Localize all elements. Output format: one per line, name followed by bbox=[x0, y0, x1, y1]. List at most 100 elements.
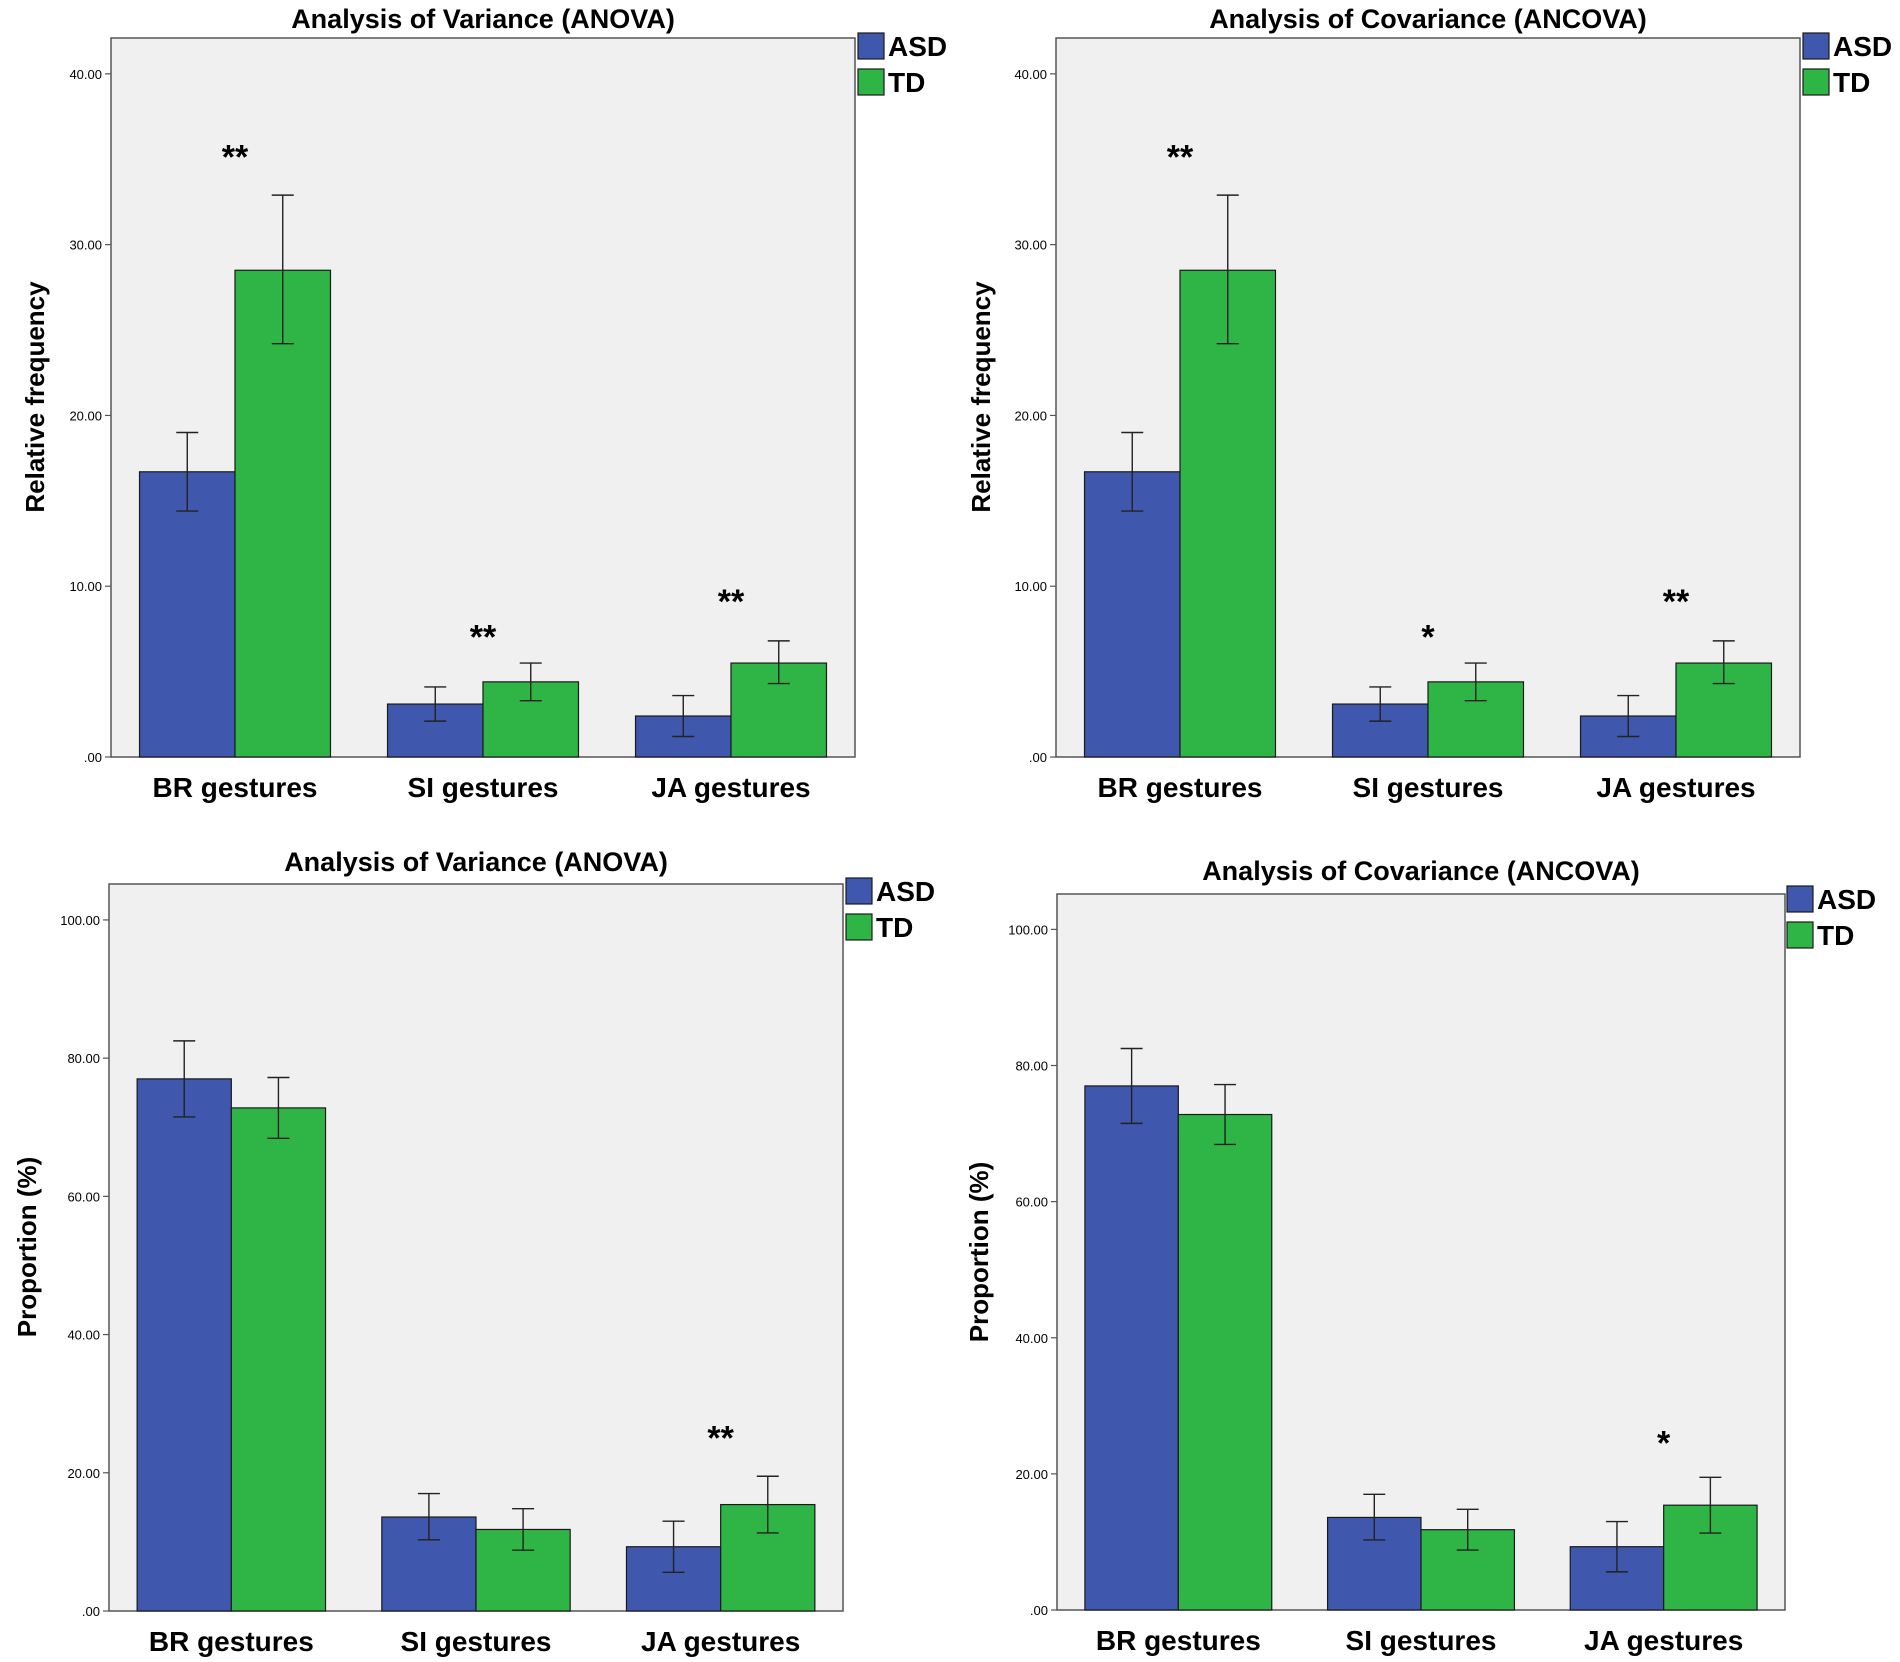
x-category-label: SI gestures bbox=[1346, 1625, 1497, 1656]
significance-mark: * bbox=[1421, 619, 1435, 657]
y-tick-label: 30.00 bbox=[69, 238, 102, 253]
significance-mark: ** bbox=[1663, 583, 1690, 621]
error-bar-td-3 bbox=[756, 1475, 779, 1534]
error-bar-asd-1 bbox=[1121, 431, 1144, 512]
error-bar-td-3 bbox=[1712, 640, 1735, 685]
error-bar-td-2 bbox=[512, 1508, 535, 1551]
y-tick-label: 30.00 bbox=[1014, 238, 1047, 253]
legend-swatch-td bbox=[857, 68, 885, 96]
bar-asd-1 bbox=[138, 471, 236, 758]
bar-asd-1 bbox=[1084, 1085, 1179, 1611]
legend-label-td: TD bbox=[1833, 67, 1870, 98]
y-tick-label: 80.00 bbox=[67, 1051, 100, 1066]
significance-mark: ** bbox=[1167, 139, 1194, 177]
chart-1: Analysis of Variance (ANOVA) Relative fre… bbox=[20, 4, 947, 803]
x-category-label: BR gestures bbox=[153, 772, 318, 803]
x-category-label: SI gestures bbox=[1353, 772, 1504, 803]
error-bar-asd-3 bbox=[672, 694, 695, 738]
y-tick-label: 40.00 bbox=[1015, 1331, 1048, 1346]
x-category-label: BR gestures bbox=[1096, 1625, 1261, 1656]
bar-td-1 bbox=[230, 1107, 327, 1612]
legend-label-td: TD bbox=[888, 67, 925, 98]
y-axis-label: Relative frequency bbox=[20, 281, 50, 513]
x-category-label: JA gestures bbox=[651, 772, 810, 803]
legend-swatch-asd bbox=[845, 877, 873, 905]
y-tick-label: 10.00 bbox=[1014, 579, 1047, 594]
legend-label-asd: ASD bbox=[888, 31, 947, 62]
significance-mark: ** bbox=[470, 619, 497, 657]
legend-swatch-asd bbox=[1802, 32, 1830, 60]
y-tick-label: 20.00 bbox=[67, 1466, 100, 1481]
y-axis-label: Proportion (%) bbox=[964, 1162, 994, 1343]
legend-swatch-asd bbox=[857, 32, 885, 60]
legend-label-td: TD bbox=[1817, 920, 1854, 951]
significance-mark: ** bbox=[707, 1419, 734, 1457]
x-category-label: BR gestures bbox=[1098, 772, 1263, 803]
chart-title: Analysis of Variance (ANOVA) bbox=[284, 847, 668, 877]
error-bar-asd-2 bbox=[1363, 1493, 1386, 1541]
legend-swatch-td bbox=[845, 913, 873, 941]
error-bar-asd-2 bbox=[424, 686, 447, 722]
error-bar-td-1 bbox=[1214, 1083, 1237, 1146]
legend-label-td: TD bbox=[876, 912, 913, 943]
y-tick-label: 20.00 bbox=[1014, 408, 1047, 423]
y-tick-label: 20.00 bbox=[1015, 1467, 1048, 1482]
chart-title: Analysis of Covariance (ANCOVA) bbox=[1209, 4, 1647, 34]
y-tick-label: 100.00 bbox=[1008, 922, 1048, 937]
y-tick-label: .00 bbox=[84, 750, 102, 765]
significance-mark: ** bbox=[222, 139, 249, 177]
y-tick-label: .00 bbox=[82, 1604, 100, 1619]
bar-asd-1 bbox=[136, 1078, 232, 1612]
y-tick-label: .00 bbox=[1030, 1603, 1048, 1618]
x-category-label: SI gestures bbox=[408, 772, 559, 803]
x-category-label: JA gestures bbox=[641, 1626, 800, 1657]
error-bar-td-1 bbox=[271, 194, 294, 345]
error-bar-asd-1 bbox=[173, 1040, 196, 1118]
legend-label-asd: ASD bbox=[1833, 31, 1892, 62]
y-tick-label: 60.00 bbox=[1015, 1195, 1048, 1210]
x-category-label: JA gestures bbox=[1596, 772, 1755, 803]
bar-td-1 bbox=[1179, 269, 1277, 758]
significance-mark: * bbox=[1657, 1424, 1671, 1462]
x-category-label: JA gestures bbox=[1584, 1625, 1743, 1656]
error-bar-td-3 bbox=[1699, 1476, 1722, 1534]
error-bar-td-1 bbox=[267, 1076, 290, 1140]
bar-td-1 bbox=[1177, 1113, 1273, 1611]
error-bar-td-1 bbox=[1216, 194, 1239, 345]
y-axis-label: Relative frequency bbox=[966, 281, 996, 513]
bar-asd-1 bbox=[1083, 471, 1181, 758]
bar-td-1 bbox=[234, 269, 332, 758]
y-tick-label: 60.00 bbox=[67, 1189, 100, 1204]
x-category-label: SI gestures bbox=[401, 1626, 552, 1657]
y-tick-label: 40.00 bbox=[69, 67, 102, 82]
legend-swatch-td bbox=[1802, 68, 1830, 96]
y-tick-label: 40.00 bbox=[1014, 67, 1047, 82]
y-axis-label: Proportion (%) bbox=[12, 1157, 42, 1338]
error-bar-asd-2 bbox=[1369, 686, 1392, 722]
y-tick-label: 40.00 bbox=[67, 1328, 100, 1343]
chart-title: Analysis of Covariance (ANCOVA) bbox=[1202, 856, 1640, 886]
error-bar-asd-3 bbox=[662, 1520, 685, 1574]
legend-swatch-td bbox=[1786, 921, 1814, 949]
bar-asd-2 bbox=[1326, 1516, 1422, 1611]
chart-title: Analysis of Variance (ANOVA) bbox=[291, 4, 675, 34]
y-tick-label: 10.00 bbox=[69, 579, 102, 594]
legend-swatch-asd bbox=[1786, 885, 1814, 913]
error-bar-asd-1 bbox=[1120, 1047, 1143, 1125]
error-bar-td-2 bbox=[1464, 662, 1487, 702]
error-bar-asd-3 bbox=[1605, 1520, 1628, 1573]
y-tick-label: 20.00 bbox=[69, 408, 102, 423]
chart-3: Analysis of Variance (ANOVA) Proportion (… bbox=[12, 847, 935, 1657]
x-category-label: BR gestures bbox=[149, 1626, 314, 1657]
error-bar-td-2 bbox=[519, 662, 542, 702]
y-tick-label: .00 bbox=[1029, 750, 1047, 765]
chart-4: Analysis of Covariance (ANCOVA) Proportio… bbox=[964, 856, 1876, 1656]
error-bar-asd-3 bbox=[1617, 694, 1640, 738]
error-bar-td-3 bbox=[767, 640, 790, 685]
error-bar-asd-2 bbox=[417, 1492, 440, 1541]
error-bar-asd-1 bbox=[176, 431, 199, 512]
legend-label-asd: ASD bbox=[1817, 884, 1876, 915]
significance-mark: ** bbox=[718, 583, 745, 621]
y-tick-label: 100.00 bbox=[60, 913, 100, 928]
